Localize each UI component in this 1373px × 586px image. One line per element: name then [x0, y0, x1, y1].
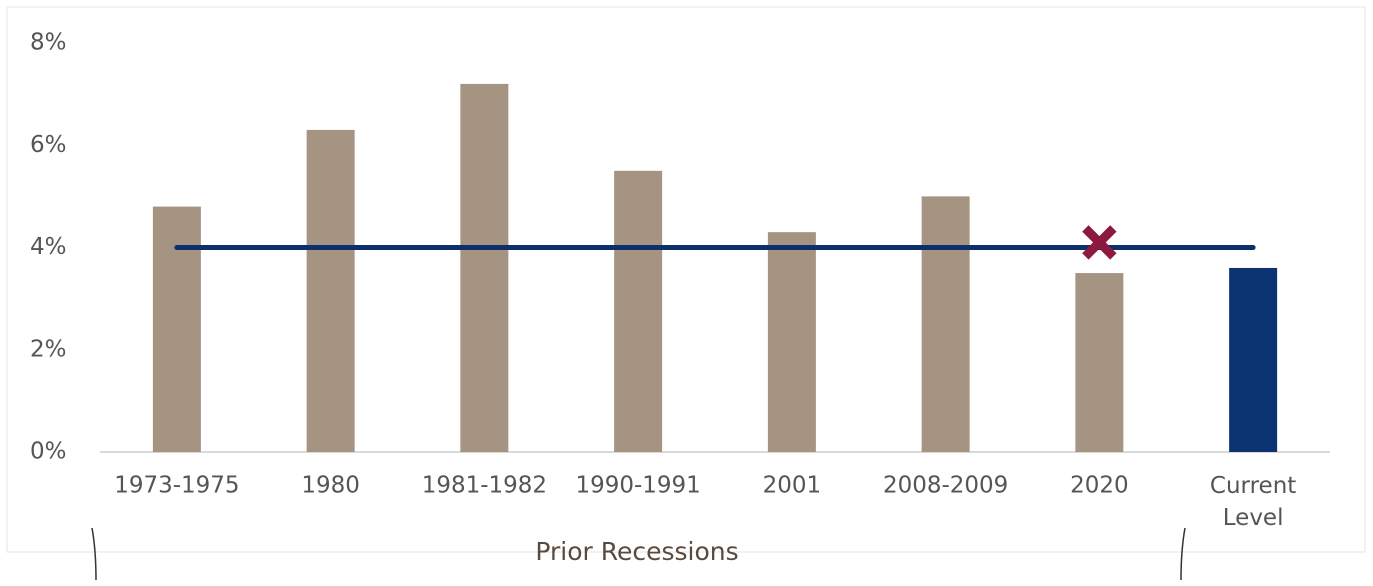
x-tick-label: 1980 [301, 473, 360, 499]
x-tick-label: 1973-1975 [114, 473, 239, 499]
bar [1075, 273, 1124, 452]
y-tick-label: 0% [30, 439, 67, 465]
y-tick-label: 8% [30, 30, 67, 56]
annotation: Prior Recessions [535, 537, 738, 566]
x-tick-label: 2008-2009 [883, 473, 1008, 499]
x-tick-label: 1990-1991 [575, 473, 700, 499]
y-tick-label: 6% [30, 132, 67, 158]
bar [460, 83, 509, 453]
bar [614, 170, 663, 452]
x-tick-label: 2001 [763, 473, 822, 499]
x-marker [1082, 225, 1117, 260]
y-tick-label: 2% [30, 336, 67, 362]
x-tick-label: 2020 [1070, 473, 1129, 499]
bar [921, 196, 970, 452]
x-tick-label: Current Level [1210, 473, 1296, 531]
bracket [91, 527, 1186, 581]
y-tick-label: 4% [30, 234, 67, 260]
x-tick-label: 1981-1982 [422, 473, 547, 499]
bar [767, 232, 816, 452]
bar [306, 129, 355, 452]
chart-frame [6, 6, 1366, 553]
bar [152, 206, 201, 452]
bar [1229, 267, 1278, 452]
